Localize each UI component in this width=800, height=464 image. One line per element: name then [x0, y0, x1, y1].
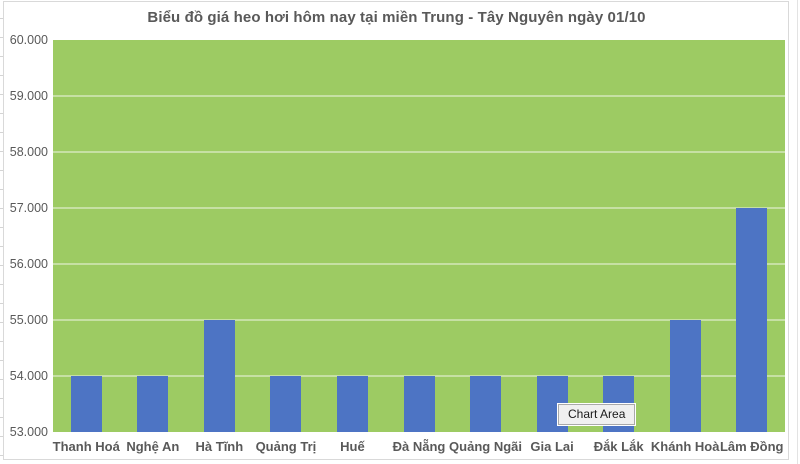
- x-category-label: Quảng Trị: [255, 439, 317, 454]
- chart-title: Biểu đồ giá heo hơi hôm nay tại miền Tru…: [147, 9, 646, 26]
- y-tick-label: 58.000: [9, 145, 48, 159]
- x-category-label: Huế: [340, 439, 365, 454]
- bar-2[interactable]: [203, 320, 235, 432]
- x-category-label: Nghệ An: [126, 439, 180, 454]
- x-category-label: Hà Tĩnh: [195, 439, 244, 454]
- bar-1[interactable]: [137, 376, 169, 432]
- bar-3[interactable]: [270, 376, 302, 432]
- x-category-label: Lâm Đồng: [719, 439, 784, 454]
- bar-9[interactable]: [669, 320, 701, 432]
- y-tick-label: 56.000: [9, 257, 48, 271]
- worksheet-column-gridline: [797, 0, 798, 464]
- bar-5[interactable]: [403, 376, 435, 432]
- bar-4[interactable]: [336, 376, 368, 432]
- chart-area-tooltip: Chart Area: [558, 404, 636, 425]
- x-category-label: Đắk Lắk: [593, 439, 644, 454]
- bar-6[interactable]: [470, 376, 502, 432]
- x-category-label: Thanh Hoá: [52, 439, 120, 454]
- plot-area[interactable]: [53, 40, 785, 432]
- x-category-label: Đà Nẵng: [392, 439, 446, 454]
- bar-10[interactable]: [736, 208, 768, 432]
- gridline: [53, 207, 785, 209]
- bar-0[interactable]: [70, 376, 102, 432]
- y-tick-label: 54.000: [9, 369, 48, 383]
- y-tick-label: 60.000: [9, 33, 48, 47]
- gridline: [53, 151, 785, 153]
- x-category-label: Quảng Ngãi: [449, 439, 523, 454]
- x-category-label: Khánh Hoà: [650, 439, 720, 454]
- y-tick-label: 59.000: [9, 89, 48, 103]
- gridline: [53, 319, 785, 321]
- x-category-label: Gia Lai: [530, 439, 574, 454]
- worksheet-row-gridlines: [0, 0, 4, 464]
- y-tick-label: 55.000: [9, 313, 48, 327]
- y-tick-label: 57.000: [9, 201, 48, 215]
- gridline: [53, 263, 785, 265]
- y-tick-label: 53.000: [9, 425, 48, 439]
- gridline: [53, 95, 785, 97]
